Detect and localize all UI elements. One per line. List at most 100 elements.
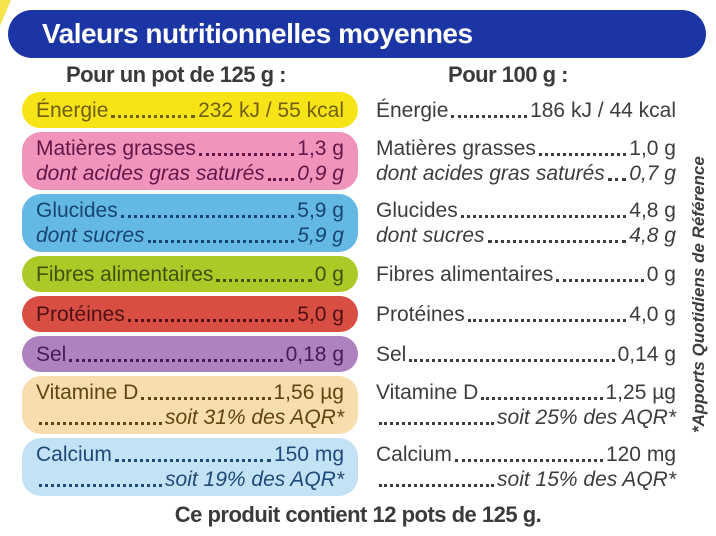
row-calcium-per-100g: Calcium 120 mg soit 15% des AQR* bbox=[372, 438, 680, 496]
dotted-leader bbox=[460, 215, 627, 218]
dotted-leader bbox=[379, 422, 495, 425]
nutrient-value: 5,0 g bbox=[297, 302, 344, 326]
aqr-note-line: soit 31% des AQR* bbox=[36, 405, 344, 430]
nutrient-subline: dont sucres 5,9 g bbox=[36, 223, 344, 248]
dotted-leader bbox=[198, 153, 295, 156]
nutrient-subvalue: 0,7 g bbox=[629, 162, 676, 185]
nutrient-line: Énergie 186 kJ / 44 kcal bbox=[376, 98, 676, 123]
dotted-leader bbox=[127, 318, 295, 322]
nutrient-value: 4,8 g bbox=[629, 199, 676, 222]
dotted-leader bbox=[379, 484, 495, 487]
aqr-note-value: soit 31% des AQR* bbox=[165, 406, 344, 429]
row-sel-per-100g: Sel 0,14 g bbox=[372, 336, 680, 372]
nutrient-label: Sel bbox=[376, 342, 407, 366]
label-title-banner: Valeurs nutritionnelles moyennes bbox=[8, 10, 706, 58]
pack-contents-note: Ce produit contient 12 pots de 125 g. bbox=[174, 502, 542, 527]
nutrient-value: 0 g bbox=[646, 262, 676, 286]
row-proteines-per-100g: Protéines 4,0 g bbox=[372, 296, 680, 332]
nutrient-value: 150 mg bbox=[273, 443, 344, 466]
nutrient-label: Énergie bbox=[376, 98, 449, 122]
nutrient-subline: dont sucres 4,8 g bbox=[376, 223, 676, 248]
nutrient-subline: dont acides gras saturés 0,7 g bbox=[376, 161, 676, 186]
nutrient-subvalue: 5,9 g bbox=[297, 224, 344, 247]
dotted-leader bbox=[487, 240, 627, 243]
nutrient-label: Sel bbox=[36, 342, 67, 366]
nutrient-subline: dont acides gras saturés 0,9 g bbox=[36, 161, 344, 186]
row-glucides-per-pot: Glucides 5,9 g dont sucres 5,9 g bbox=[22, 194, 358, 252]
nutrient-line: Fibres alimentaires 0 g bbox=[36, 262, 344, 287]
nutrient-value: 0 g bbox=[314, 262, 344, 286]
nutrient-line: Énergie 232 kJ / 55 kcal bbox=[36, 98, 344, 123]
nutrient-line: Matières grasses 1,3 g bbox=[36, 136, 344, 161]
nutrient-label: Matières grasses bbox=[36, 137, 196, 160]
nutrient-sublabel: dont acides gras saturés bbox=[36, 162, 265, 185]
nutrient-value: 0,18 g bbox=[285, 342, 344, 366]
aqr-note-line: soit 15% des AQR* bbox=[376, 467, 676, 492]
label-title: Valeurs nutritionnelles moyennes bbox=[42, 18, 473, 49]
dotted-leader bbox=[481, 397, 603, 400]
nutrient-label: Calcium bbox=[376, 443, 452, 466]
dotted-leader bbox=[147, 240, 295, 243]
column-header-per-100g: Pour 100 g : bbox=[448, 62, 568, 87]
aqr-footnote-vertical: *Apports Quotidiens de Référence bbox=[689, 156, 708, 434]
nutrient-value: 0,14 g bbox=[617, 342, 676, 366]
nutrient-sublabel: dont acides gras saturés bbox=[376, 162, 605, 185]
row-sel-per-pot: Sel 0,18 g bbox=[22, 336, 358, 372]
nutrient-line: Fibres alimentaires 0 g bbox=[376, 262, 676, 287]
row-energie-per-100g: Énergie 186 kJ / 44 kcal bbox=[372, 92, 680, 128]
per-100g-column: Énergie 186 kJ / 44 kcal Matières grasse… bbox=[372, 92, 716, 500]
nutrient-label: Glucides bbox=[36, 199, 118, 222]
row-fibres-per-pot: Fibres alimentaires 0 g bbox=[22, 256, 358, 292]
nutrient-label: Glucides bbox=[376, 199, 458, 222]
row-glucides-per-100g: Glucides 4,8 g dont sucres 4,8 g bbox=[372, 194, 680, 252]
nutrient-line: Sel 0,18 g bbox=[36, 342, 344, 367]
nutrient-label: Fibres alimentaires bbox=[36, 262, 214, 286]
nutrient-label: Fibres alimentaires bbox=[376, 262, 554, 286]
nutrient-line: Vitamine D 1,56 µg bbox=[36, 380, 344, 405]
column-headers: Pour un pot de 125 g : Pour 100 g : bbox=[0, 62, 716, 88]
nutrient-value: 4,0 g bbox=[629, 302, 676, 326]
nutrient-subvalue: 4,8 g bbox=[629, 224, 676, 247]
nutrient-value: 1,0 g bbox=[629, 137, 676, 160]
row-vitamine-d-per-100g: Vitamine D 1,25 µg soit 25% des AQR* bbox=[372, 376, 680, 434]
dotted-leader bbox=[454, 459, 603, 462]
dotted-leader bbox=[451, 114, 528, 118]
per-pot-column: Énergie 232 kJ / 55 kcal Matières grasse… bbox=[22, 92, 358, 500]
row-matieres-grasses-per-100g: Matières grasses 1,0 g dont acides gras … bbox=[372, 132, 680, 190]
aqr-note-line: soit 25% des AQR* bbox=[376, 405, 676, 430]
nutrient-label: Protéines bbox=[376, 302, 465, 326]
nutrient-sublabel: dont sucres bbox=[376, 224, 485, 247]
nutrient-line: Calcium 150 mg bbox=[36, 442, 344, 467]
dotted-leader bbox=[120, 215, 295, 218]
aqr-note-value: soit 15% des AQR* bbox=[497, 468, 676, 491]
row-calcium-per-pot: Calcium 150 mg soit 19% des AQR* bbox=[22, 438, 358, 496]
nutrient-label: Protéines bbox=[36, 302, 125, 326]
nutrient-label: Calcium bbox=[36, 443, 112, 466]
aqr-note-value: soit 25% des AQR* bbox=[497, 406, 676, 429]
row-vitamine-d-per-pot: Vitamine D 1,56 µg soit 31% des AQR* bbox=[22, 376, 358, 434]
nutrient-line: Glucides 5,9 g bbox=[36, 198, 344, 223]
nutrient-value: 186 kJ / 44 kcal bbox=[530, 98, 676, 122]
row-proteines-per-pot: Protéines 5,0 g bbox=[22, 296, 358, 332]
nutrient-value: 1,25 µg bbox=[605, 381, 677, 404]
nutrient-value: 1,56 µg bbox=[273, 381, 345, 404]
row-fibres-per-100g: Fibres alimentaires 0 g bbox=[372, 256, 680, 292]
dotted-leader bbox=[467, 318, 627, 322]
nutrient-sublabel: dont sucres bbox=[36, 224, 145, 247]
row-matieres-grasses-per-pot: Matières grasses 1,3 g dont acides gras … bbox=[22, 132, 358, 190]
nutrient-value: 5,9 g bbox=[297, 199, 344, 222]
nutrient-label: Énergie bbox=[36, 98, 109, 122]
nutrient-value: 1,3 g bbox=[297, 137, 344, 160]
dotted-leader bbox=[607, 178, 627, 181]
nutrient-line: Sel 0,14 g bbox=[376, 342, 676, 367]
nutrient-line: Protéines 5,0 g bbox=[36, 302, 344, 327]
aqr-note-value: soit 19% des AQR* bbox=[165, 468, 344, 491]
dotted-leader bbox=[39, 422, 163, 425]
dotted-leader bbox=[39, 484, 163, 487]
dotted-leader bbox=[216, 278, 312, 282]
package-corner-decoration bbox=[0, 0, 11, 26]
aqr-note-line: soit 19% des AQR* bbox=[36, 467, 344, 492]
nutrient-value: 120 mg bbox=[605, 443, 676, 466]
dotted-leader bbox=[114, 459, 271, 462]
nutrient-line: Calcium 120 mg bbox=[376, 442, 676, 467]
